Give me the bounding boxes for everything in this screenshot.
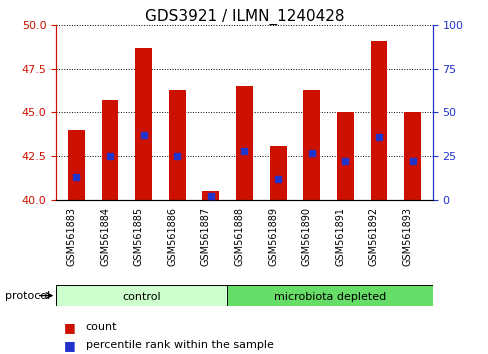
Text: GSM561892: GSM561892 [368,207,378,266]
Bar [269,146,286,200]
Bar [303,90,320,200]
Bar [102,100,118,200]
Text: count: count [85,322,117,332]
Bar [135,47,152,200]
Text: GSM561890: GSM561890 [301,207,311,266]
Text: GSM561889: GSM561889 [267,207,278,266]
Text: GSM561883: GSM561883 [66,207,76,266]
Text: control: control [122,292,161,302]
Text: ■: ■ [63,339,75,352]
Bar [56,285,227,306]
Text: percentile rank within the sample: percentile rank within the sample [85,340,273,350]
Text: GSM561893: GSM561893 [402,207,412,266]
Text: GSM561891: GSM561891 [335,207,345,266]
Text: GSM561886: GSM561886 [167,207,177,266]
Bar [227,285,432,306]
Text: GSM561888: GSM561888 [234,207,244,266]
Bar [336,113,353,200]
Bar [202,191,219,200]
Bar [236,86,252,200]
Text: GSM561884: GSM561884 [100,207,110,266]
Bar [404,113,420,200]
Bar [168,90,185,200]
Text: GSM561887: GSM561887 [201,207,210,266]
Text: microbiota depleted: microbiota depleted [273,292,386,302]
Text: ■: ■ [63,321,75,334]
Text: GDS3921 / ILMN_1240428: GDS3921 / ILMN_1240428 [144,9,344,25]
Bar [68,130,84,200]
Bar [370,41,386,200]
Text: protocol: protocol [5,291,50,301]
Text: GSM561885: GSM561885 [133,207,143,266]
